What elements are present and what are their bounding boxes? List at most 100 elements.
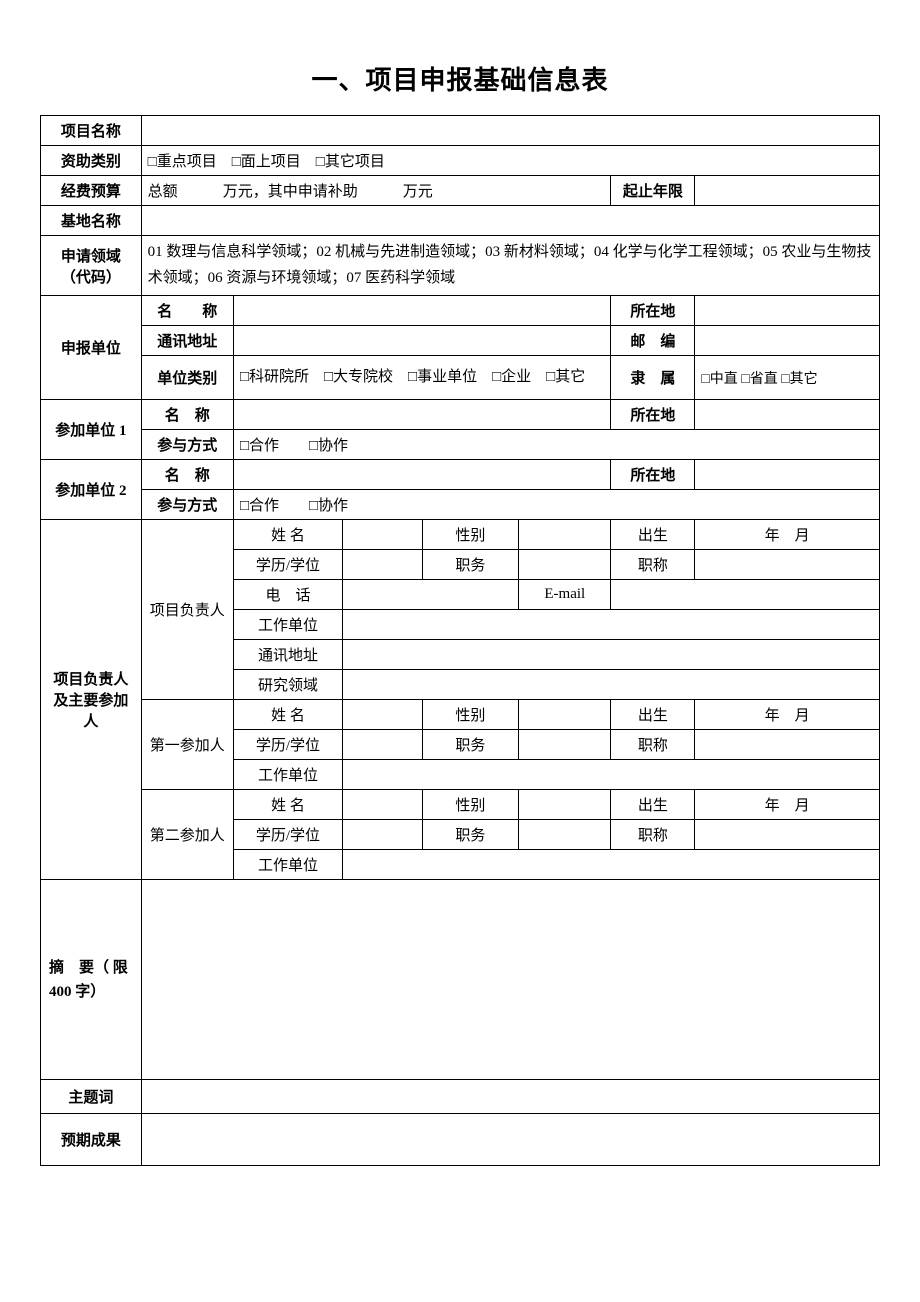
label-au-affiliation: 隶 属 (611, 356, 695, 400)
field-p1-name[interactable] (343, 700, 423, 730)
label-leader-name: 姓 名 (233, 520, 342, 550)
field-p2-edu[interactable] (343, 820, 423, 850)
field-p2-birth[interactable]: 年 月 (695, 790, 880, 820)
field-leader-title[interactable] (695, 550, 880, 580)
field-project-name[interactable] (141, 116, 879, 146)
field-leader-email[interactable] (611, 580, 880, 610)
label-p2-title: 职称 (611, 820, 695, 850)
row-apply-unit-type: 单位类别 □科研院所 □大专院校 □事业单位 □企业 □其它 隶 属 □中直 □… (41, 356, 880, 400)
label-leader-gender: 性别 (422, 520, 518, 550)
row-abstract: 摘 要（ 限 400 字） (41, 880, 880, 1080)
label-au-location: 所在地 (611, 296, 695, 326)
field-field-code[interactable]: 01 数理与信息科学领域；02 机械与先进制造领域；03 新材料领域；04 化学… (141, 236, 879, 296)
label-pu1-name: 名 称 (141, 400, 233, 430)
label-p1-work: 工作单位 (233, 760, 342, 790)
field-p2-work[interactable] (343, 850, 880, 880)
field-leader-birth[interactable]: 年 月 (695, 520, 880, 550)
field-p1-title[interactable] (695, 730, 880, 760)
field-p2-gender[interactable] (519, 790, 611, 820)
row-leader-name: 项目负责人及主要参加人 项目负责人 姓 名 性别 出生 年 月 (41, 520, 880, 550)
label-p1-title: 职称 (611, 730, 695, 760)
field-abstract[interactable] (141, 880, 879, 1080)
label-p2-gender: 性别 (422, 790, 518, 820)
field-keywords[interactable] (141, 1080, 879, 1114)
label-budget: 经费预算 (41, 176, 142, 206)
field-leader-gender[interactable] (519, 520, 611, 550)
row-expected: 预期成果 (41, 1114, 880, 1166)
field-funding-type[interactable]: □重点项目 □面上项目 □其它项目 (141, 146, 879, 176)
label-p1-name: 姓 名 (233, 700, 342, 730)
label-pu1-mode: 参与方式 (141, 430, 233, 460)
label-au-type: 单位类别 (141, 356, 233, 400)
label-leader-phone: 电 话 (233, 580, 342, 610)
label-punit2: 参加单位 2 (41, 460, 142, 520)
label-au-postcode: 邮 编 (611, 326, 695, 356)
field-period[interactable] (695, 176, 880, 206)
label-leader-birth: 出生 (611, 520, 695, 550)
field-pu2-name[interactable] (233, 460, 611, 490)
field-base-name[interactable] (141, 206, 879, 236)
row-p1-name: 第一参加人 姓 名 性别 出生 年 月 (41, 700, 880, 730)
field-budget[interactable]: 总额 万元，其中申请补助 万元 (141, 176, 611, 206)
field-pu1-mode[interactable]: □合作 □协作 (233, 430, 879, 460)
field-p1-work[interactable] (343, 760, 880, 790)
label-funding-type: 资助类别 (41, 146, 142, 176)
label-leader-field: 研究领域 (233, 670, 342, 700)
label-p1: 第一参加人 (141, 700, 233, 790)
label-au-address: 通讯地址 (141, 326, 233, 356)
field-au-address[interactable] (233, 326, 611, 356)
label-pu2-name: 名 称 (141, 460, 233, 490)
field-pu1-name[interactable] (233, 400, 611, 430)
label-leader-work: 工作单位 (233, 610, 342, 640)
field-leader-work[interactable] (343, 610, 880, 640)
row-apply-unit-name: 申报单位 名 称 所在地 (41, 296, 880, 326)
field-au-location[interactable] (695, 296, 880, 326)
label-p2-birth: 出生 (611, 790, 695, 820)
label-keywords: 主题词 (41, 1080, 142, 1114)
field-au-postcode[interactable] (695, 326, 880, 356)
label-p2: 第二参加人 (141, 790, 233, 880)
field-leader-duty[interactable] (519, 550, 611, 580)
label-p2-work: 工作单位 (233, 850, 342, 880)
field-leader-field[interactable] (343, 670, 880, 700)
label-leader-email: E-mail (519, 580, 611, 610)
field-pu2-location[interactable] (695, 460, 880, 490)
field-p1-duty[interactable] (519, 730, 611, 760)
field-leader-edu[interactable] (343, 550, 423, 580)
label-pu2-mode: 参与方式 (141, 490, 233, 520)
row-project-name: 项目名称 (41, 116, 880, 146)
field-p1-gender[interactable] (519, 700, 611, 730)
label-p1-duty: 职务 (422, 730, 518, 760)
field-leader-phone[interactable] (343, 580, 519, 610)
label-p2-name: 姓 名 (233, 790, 342, 820)
field-p1-edu[interactable] (343, 730, 423, 760)
field-p1-birth[interactable]: 年 月 (695, 700, 880, 730)
field-pu2-mode[interactable]: □合作 □协作 (233, 490, 879, 520)
field-au-affiliation[interactable]: □中直 □省直 □其它 (695, 356, 880, 400)
label-leader: 项目负责人 (141, 520, 233, 700)
label-p1-edu: 学历/学位 (233, 730, 342, 760)
field-leader-addr[interactable] (343, 640, 880, 670)
label-p2-duty: 职务 (422, 820, 518, 850)
label-apply-unit: 申报单位 (41, 296, 142, 400)
label-punit1: 参加单位 1 (41, 400, 142, 460)
label-p1-birth: 出生 (611, 700, 695, 730)
field-au-name[interactable] (233, 296, 611, 326)
row-punit2-mode: 参与方式 □合作 □协作 (41, 490, 880, 520)
field-pu1-location[interactable] (695, 400, 880, 430)
row-funding-type: 资助类别 □重点项目 □面上项目 □其它项目 (41, 146, 880, 176)
label-base-name: 基地名称 (41, 206, 142, 236)
field-leader-name[interactable] (343, 520, 423, 550)
label-pu2-location: 所在地 (611, 460, 695, 490)
field-p2-title[interactable] (695, 820, 880, 850)
row-keywords: 主题词 (41, 1080, 880, 1114)
field-au-type[interactable]: □科研院所 □大专院校 □事业单位 □企业 □其它 (233, 356, 611, 400)
field-p2-name[interactable] (343, 790, 423, 820)
label-leader-title: 职称 (611, 550, 695, 580)
row-apply-unit-address: 通讯地址 邮 编 (41, 326, 880, 356)
field-expected[interactable] (141, 1114, 879, 1166)
row-punit1-mode: 参与方式 □合作 □协作 (41, 430, 880, 460)
row-field-code: 申请领域（代码） 01 数理与信息科学领域；02 机械与先进制造领域；03 新材… (41, 236, 880, 296)
field-p2-duty[interactable] (519, 820, 611, 850)
label-personnel: 项目负责人及主要参加人 (41, 520, 142, 880)
